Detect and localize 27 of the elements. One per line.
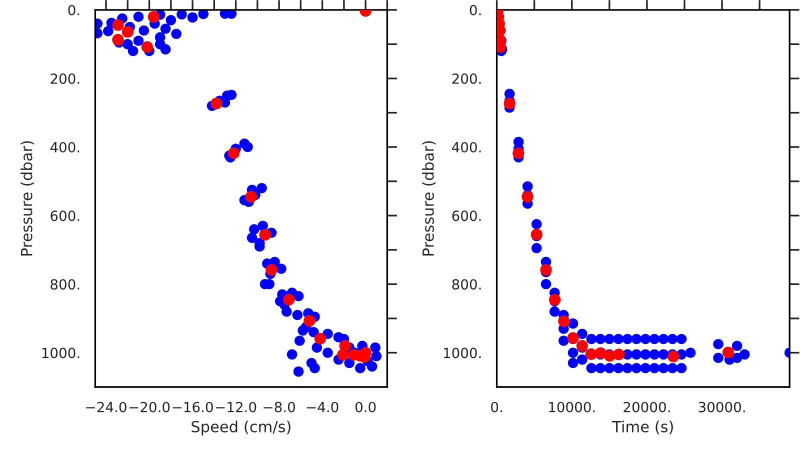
y-tick-label: 0. (68, 4, 80, 16)
y-tick-label: 1000. (42, 348, 80, 358)
x-axis-title: Time (s) (612, 420, 673, 434)
x-tick-label: −24.0 (86, 402, 126, 412)
x-tick-label: −12.0 (216, 402, 256, 412)
x-tick-label: 0. (491, 402, 502, 412)
x-tick-label: 20000. (624, 402, 670, 412)
x-tick-label: 10000. (549, 402, 595, 412)
x-tick-label: 0.0 (355, 402, 376, 412)
y-axis-title: Pressure (dbar) (422, 141, 436, 256)
y-tick-label: 400. (452, 142, 481, 152)
y-tick-label: 400. (50, 142, 80, 152)
y-tick-label: 800. (50, 279, 80, 290)
x-tick-label: −16.0 (172, 402, 213, 412)
x-tick-label: 30000. (698, 402, 745, 412)
y-tick-label: 800. (452, 279, 481, 290)
y-tick-label: 600. (50, 210, 80, 222)
x-tick-label: −20.0 (129, 402, 170, 412)
y-tick-label: 200. (50, 73, 80, 84)
y-axis-title: Pressure (dbar) (20, 141, 34, 256)
y-tick-label: 1000. (444, 348, 481, 358)
x-axis-title: Speed (cm/s) (192, 420, 290, 436)
y-tick-label: 200. (452, 73, 481, 84)
y-tick-label: 0. (470, 4, 481, 16)
x-tick-label: −4.0 (306, 402, 338, 412)
y-tick-label: 600. (452, 210, 481, 222)
x-tick-label: −8.0 (264, 402, 295, 412)
